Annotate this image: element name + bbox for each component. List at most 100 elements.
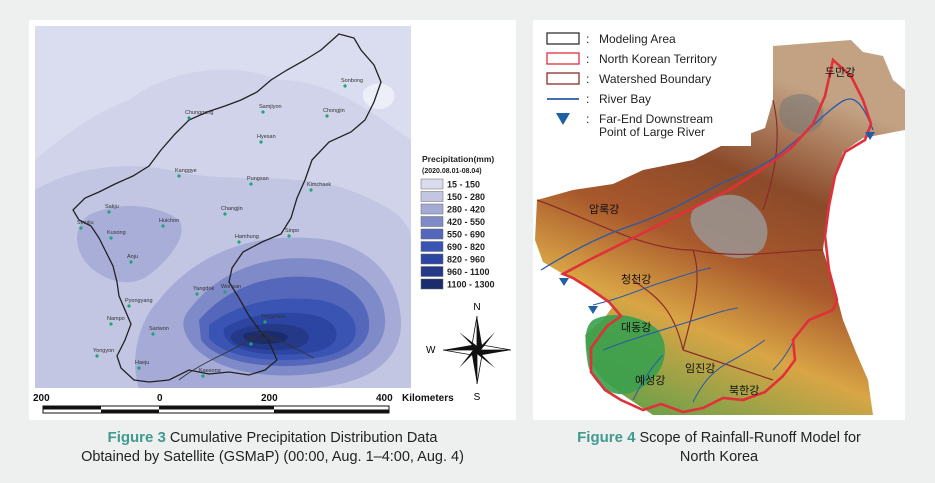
city-label: Chunggang: [185, 110, 213, 116]
legend-label: 960 - 1100: [447, 267, 490, 277]
city-label: Huichon: [159, 218, 179, 224]
city-marker: [249, 182, 253, 186]
legend-separator: :: [586, 92, 589, 106]
scale-label-200-left: 200: [33, 393, 50, 404]
country-boundary: [72, 33, 382, 383]
river-yesong: [632, 354, 664, 401]
city-marker: [309, 188, 313, 192]
figure4-caption-line2: North Korea: [679, 449, 759, 465]
city-label: Sinpo: [285, 228, 299, 234]
precip-band-low-ne: [362, 83, 395, 110]
river-imjin: [692, 339, 766, 403]
legend-subtitle: (2020.08.01-08.04): [422, 168, 482, 175]
compass-w: W: [426, 345, 436, 356]
watershed-boundaries: [536, 99, 824, 381]
city-label: Kusong: [107, 230, 126, 236]
legend-label: 150 - 280: [447, 192, 485, 202]
figure4-panel: 두만강 압록강 청천강 대동강 예성강 임진강 북한강 : Modeling Ar…: [533, 20, 905, 420]
city-label: Sakju: [105, 204, 119, 210]
figure3-caption-line1: Cumulative Precipitation Distribution Da…: [169, 430, 438, 446]
river-taedong: [602, 307, 739, 351]
figure4-caption: Figure 4 Scope of Rainfall-Runoff Model f…: [533, 428, 905, 467]
figure3-caption: Figure 3 Cumulative Precipitation Distrib…: [29, 428, 516, 467]
legend-label: North Korean Territory: [599, 52, 717, 66]
legend-separator: :: [586, 52, 589, 66]
compass-s: S: [474, 392, 481, 403]
scale-bar: 200 0 200 400 Kilometers: [33, 393, 454, 414]
legend-swatch: [420, 228, 444, 240]
city-marker: [343, 84, 347, 88]
figure4-caption-line1: Scope of Rainfall-Runoff Model for: [639, 430, 861, 446]
legend-symbol-box: [546, 52, 580, 65]
city-marker: [237, 240, 241, 244]
city-label: Chongjin: [323, 108, 345, 114]
legend-label: 420 - 550: [447, 217, 485, 227]
city-marker: [287, 234, 291, 238]
river-chongchon: [592, 267, 712, 306]
terrain-highlands: [690, 194, 768, 258]
city-marker: [223, 212, 227, 216]
river-label-chongchon: 청천강: [621, 272, 651, 286]
legend-label: Watershed Boundary: [599, 72, 711, 86]
legend-label: 690 - 820: [447, 242, 485, 252]
scale-label-400: 400: [376, 393, 393, 404]
city-label: Yongyon: [93, 348, 114, 354]
city-labels: Sonbong Chongjin Samjiyon Chunggang Hyesan Ka…: [77, 78, 363, 378]
legend-label: River Bay: [599, 92, 651, 106]
dmz-line: [178, 331, 315, 381]
river-yalu: [540, 98, 874, 271]
scale-label-200: 200: [261, 393, 278, 404]
city-marker: [137, 366, 141, 370]
city-label: Hyesan: [257, 134, 276, 140]
city-label: Anju: [127, 254, 138, 260]
scale-label-0: 0: [157, 393, 163, 404]
city-marker: [79, 226, 83, 230]
compass-n: N: [473, 302, 480, 313]
legend-label: Point of Large River: [599, 125, 705, 139]
city-marker: [201, 374, 205, 378]
legend-swatch: [420, 203, 444, 215]
figure3-label: Figure 3: [107, 429, 166, 446]
precip-legend: Precipitation(mm) (2020.08.01-08.04) 15 …: [420, 154, 495, 290]
city-label: Pungsan: [247, 176, 269, 182]
city-label: Pyonggang: [247, 336, 275, 342]
city-marker: [177, 174, 181, 178]
city-label: Changjin: [221, 206, 243, 212]
city-marker: [249, 342, 253, 346]
figure3-panel: Precipitation(mm) (2020.08.01-08.04) 15 …: [29, 20, 526, 420]
legend-swatch: [420, 278, 444, 290]
city-marker: [107, 210, 111, 214]
legend-background: [541, 28, 751, 146]
city-marker: [325, 114, 329, 118]
precipitation-map: Precipitation(mm) (2020.08.01-08.04) 15 …: [33, 26, 526, 414]
compass-rose: N S E W: [426, 302, 526, 403]
city-label: Haeju: [135, 360, 149, 366]
river-label-yalu: 압록강: [589, 203, 619, 216]
model-legend: : Modeling Area: North Korean Territory: Wa…: [541, 28, 751, 146]
city-marker: [127, 304, 131, 308]
city-label: Hamhung: [235, 234, 259, 240]
legend-symbol-box: [546, 72, 580, 85]
legend-label: Far-End Downstream: [599, 112, 713, 126]
city-marker: [259, 140, 263, 144]
legend-swatch: [420, 253, 444, 265]
legend-swatch: [420, 178, 444, 190]
legend-swatch: [420, 191, 444, 202]
city-marker: [129, 260, 133, 264]
city-label: Kanggye: [175, 168, 197, 174]
city-label: Pyongyang: [125, 298, 153, 304]
city-marker: [187, 116, 191, 120]
legend-label: 820 - 960: [447, 255, 485, 265]
city-marker: [263, 320, 267, 324]
city-marker: [151, 332, 155, 336]
downstream-point-chongchon: [588, 306, 598, 314]
legend-symbol-box: [546, 32, 580, 45]
city-marker: [161, 224, 165, 228]
city-marker: [109, 236, 113, 240]
city-label: Tongchon: [261, 314, 285, 320]
legend-swatch: [420, 216, 444, 227]
city-marker: [109, 322, 113, 326]
legend-separator: :: [586, 112, 589, 126]
city-label: Kimchaek: [307, 182, 331, 188]
precip-band-280-west: [77, 205, 182, 283]
